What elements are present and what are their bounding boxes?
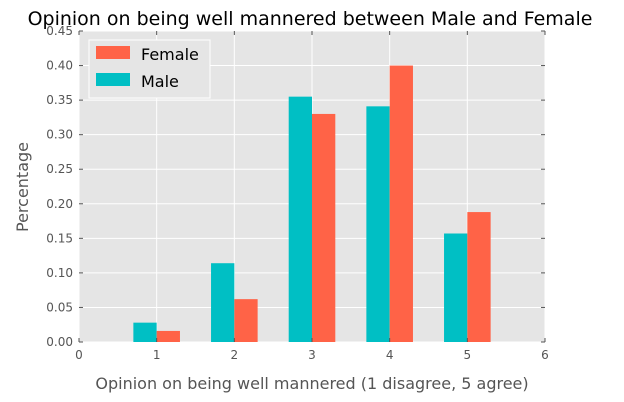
bar-female-2 (234, 299, 258, 342)
bar-male-5 (444, 233, 468, 342)
x-tick-label: 1 (153, 348, 161, 362)
legend-label-female: Female (141, 45, 199, 64)
y-tick-label: 0.40 (46, 59, 73, 73)
y-tick-label: 0.30 (46, 128, 73, 142)
y-axis-label: Percentage (13, 142, 32, 232)
y-tick-label: 0.15 (46, 231, 73, 245)
x-axis-label: Opinion on being well mannered (1 disagr… (95, 374, 528, 393)
bar-male-2 (211, 263, 235, 342)
bar-female-1 (156, 330, 180, 342)
x-tick-label: 5 (464, 348, 472, 362)
x-tick-label: 6 (541, 348, 549, 362)
y-tick-label: 0.00 (46, 335, 73, 349)
legend-swatch-female (96, 46, 130, 59)
y-tick-label: 0.20 (46, 197, 73, 211)
chart-title: Opinion on being well mannered between M… (28, 8, 593, 30)
bar-male-3 (288, 96, 312, 343)
legend-box (88, 39, 211, 99)
legend-label-male: Male (141, 72, 179, 91)
bar-female-5 (467, 212, 491, 342)
bars (133, 65, 491, 343)
y-tick-label: 0.25 (46, 162, 73, 176)
y-tick-label: 0.45 (46, 24, 73, 38)
y-tick-label: 0.35 (46, 93, 73, 107)
bar-male-1 (133, 322, 157, 342)
y-tick-label: 0.05 (46, 300, 73, 314)
x-tick-label: 2 (231, 348, 239, 362)
legend-swatch-male (96, 73, 130, 86)
legend: Female Male (88, 39, 211, 99)
x-tick-label: 0 (75, 348, 83, 362)
bar-female-4 (389, 65, 413, 343)
x-tick-label: 4 (386, 348, 394, 362)
bar-female-3 (312, 113, 336, 342)
x-tick-label: 3 (308, 348, 316, 362)
axis-ticks: 0.00 0.05 0.10 0.15 0.20 0.25 0.30 0.35 0.40 0.45… (46, 24, 549, 362)
y-tick-label: 0.10 (46, 266, 73, 280)
bar-male-4 (366, 106, 390, 342)
